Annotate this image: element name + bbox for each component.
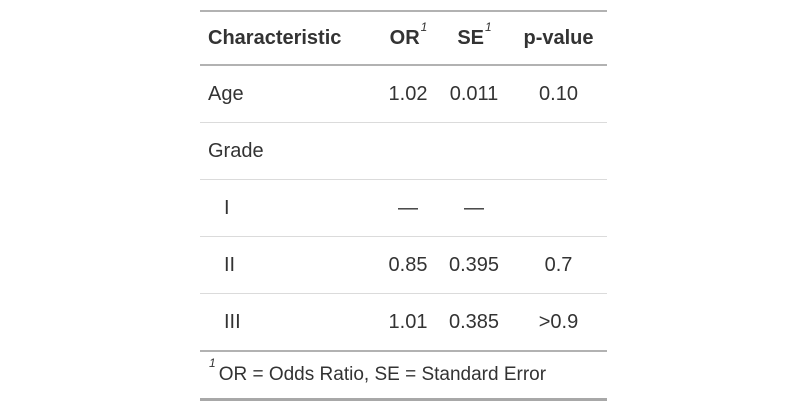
se-value: 0.395 — [448, 254, 500, 276]
or-value: 1.02 — [388, 83, 428, 105]
row-label: III — [224, 311, 241, 333]
header-row: Characteristic OR1 SE1 p-value — [200, 11, 607, 65]
footnote: 1OR = Odds Ratio, SE = Standard Error — [200, 351, 607, 400]
table-row: Grade — [200, 123, 607, 180]
column-header-characteristic: Characteristic — [200, 11, 378, 65]
column-header-label: Characteristic — [208, 27, 342, 49]
p-value: >0.9 — [538, 311, 579, 333]
column-header-label: SE — [457, 27, 484, 49]
se-value: — — [464, 197, 484, 219]
footnote-mark: 1 — [485, 19, 492, 34]
column-header-pvalue: p-value — [510, 11, 607, 65]
or-value: 1.01 — [388, 311, 428, 333]
summary-table: Characteristic OR1 SE1 p-value Age 1.02 … — [200, 10, 607, 401]
or-value: — — [398, 197, 418, 219]
footnote-mark: 1 — [209, 356, 216, 371]
table-header: Characteristic OR1 SE1 p-value — [200, 11, 607, 65]
table-body: Age 1.02 0.011 0.10 Grade I — — II 0.85 … — [200, 65, 607, 351]
row-label: I — [224, 197, 230, 219]
se-value: 0.011 — [449, 83, 499, 105]
table-row: I — — — [200, 180, 607, 237]
column-header-label: OR — [389, 27, 420, 49]
column-header-label: p-value — [523, 27, 594, 49]
table-row: Age 1.02 0.011 0.10 — [200, 65, 607, 123]
p-value: 0.7 — [544, 254, 573, 276]
table-row: II 0.85 0.395 0.7 — [200, 237, 607, 294]
footnote-row: 1OR = Odds Ratio, SE = Standard Error — [200, 351, 607, 400]
table-row: III 1.01 0.385 >0.9 — [200, 294, 607, 351]
column-header-or: OR1 — [378, 11, 438, 65]
p-value: 0.10 — [539, 83, 578, 105]
p-value — [510, 123, 607, 180]
p-value — [510, 180, 607, 237]
column-header-se: SE1 — [438, 11, 510, 65]
or-value: 0.85 — [388, 254, 428, 276]
footnote-mark: 1 — [420, 19, 428, 34]
table-footer: 1OR = Odds Ratio, SE = Standard Error — [200, 351, 607, 400]
footnote-text: OR = Odds Ratio, SE = Standard Error — [218, 364, 547, 385]
row-label: Age — [208, 83, 244, 105]
or-value — [378, 123, 438, 180]
se-value: 0.385 — [448, 311, 500, 333]
row-label: II — [224, 254, 236, 276]
se-value — [438, 123, 510, 180]
row-label: Grade — [208, 140, 264, 162]
